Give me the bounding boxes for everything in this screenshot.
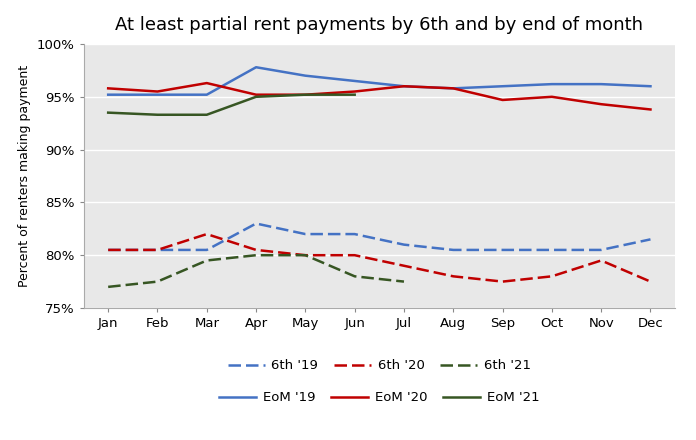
Legend: EoM '19, EoM '20, EoM '21: EoM '19, EoM '20, EoM '21 [214, 386, 544, 410]
Title: At least partial rent payments by 6th and by end of month: At least partial rent payments by 6th an… [116, 16, 643, 34]
Y-axis label: Percent of renters making payment: Percent of renters making payment [18, 65, 31, 287]
